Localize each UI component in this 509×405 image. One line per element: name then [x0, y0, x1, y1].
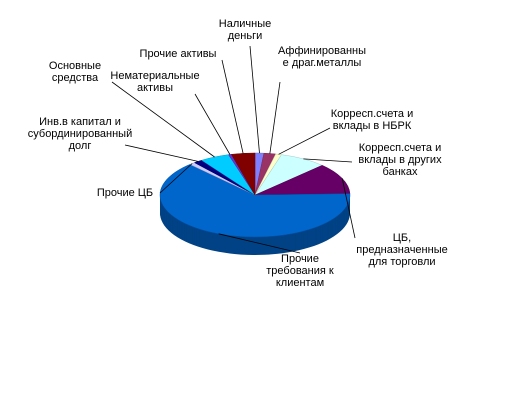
- slice-label: ЦБ, предназначенные для торговли: [356, 232, 448, 268]
- slice: [254, 165, 351, 196]
- leader-line: [249, 45, 260, 154]
- slice-label: Наличные деньги: [218, 18, 272, 42]
- leader-line: [124, 144, 199, 162]
- leader-line: [278, 127, 331, 155]
- slice-label: Прочие активы: [139, 48, 217, 60]
- leader-line: [111, 81, 215, 158]
- slice-label: Корресп.счета и вклады в других банках: [358, 142, 442, 178]
- leader-line: [221, 59, 244, 154]
- slice-label: Инв.в капитал и субординированный долг: [27, 116, 133, 152]
- leader-line: [218, 233, 301, 254]
- slice-label: Аффинированные драг.металлы: [277, 45, 367, 69]
- leader-line: [159, 163, 193, 194]
- leader-line: [269, 81, 281, 154]
- leader-line: [341, 178, 356, 239]
- slice-label: Нематериальные активы: [110, 70, 200, 94]
- slice: [230, 152, 256, 196]
- leader-line: [194, 93, 231, 155]
- slice-label: Корресп.счета и вклады в НБРК: [330, 108, 414, 132]
- slice-label: Основные средства: [48, 60, 102, 84]
- slice-label: Прочие требования к клиентам: [266, 253, 334, 289]
- slice-label: Прочие ЦБ: [96, 187, 154, 199]
- leader-line: [303, 158, 353, 163]
